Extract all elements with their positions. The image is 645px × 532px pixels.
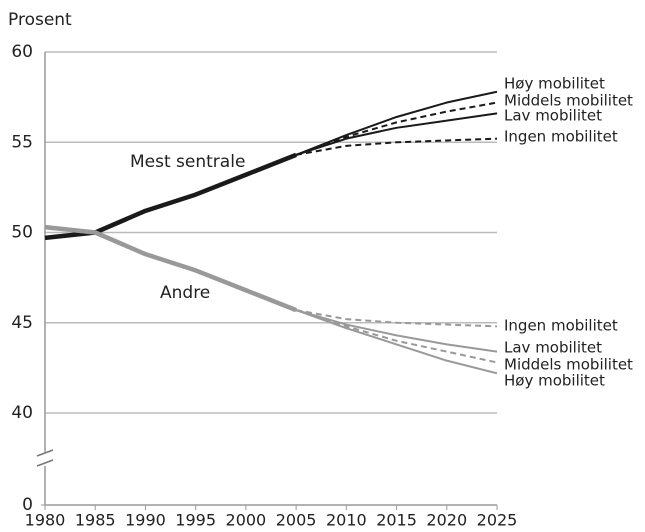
series-line: [295, 137, 498, 156]
x-tick-label: 1990: [125, 511, 166, 530]
series-line: [295, 90, 498, 156]
line-label: Middels mobilitet: [504, 92, 633, 110]
annotation: Andre: [160, 283, 210, 303]
x-tick-label: 1985: [75, 511, 116, 530]
line-label: Ingen mobilitet: [504, 317, 618, 335]
series-line: [44, 224, 297, 313]
series-line: [295, 309, 498, 328]
y-tick-label: 55: [11, 132, 33, 152]
x-tick-label: 2000: [226, 511, 267, 530]
axis-break: [36, 449, 54, 457]
series-line: [295, 112, 498, 156]
y-tick-label: 50: [11, 223, 33, 243]
x-tick-label: 1980: [25, 511, 66, 530]
series-line: [295, 309, 498, 353]
series-line: [295, 309, 498, 375]
x-tick-label: 2020: [426, 511, 467, 530]
series-line: [295, 309, 498, 364]
line-label: Middels mobilitet: [504, 356, 633, 374]
line-label: Høy mobilitet: [504, 372, 605, 390]
y-tick-label: 45: [11, 313, 33, 333]
line-label: Lav mobilitet: [504, 107, 602, 125]
line-label: Høy mobilitet: [504, 75, 605, 93]
x-tick-label: 1995: [175, 511, 216, 530]
y-tick-label: 40: [11, 403, 33, 423]
y-axis-label: Prosent: [8, 10, 72, 30]
y-tick-label: 0: [22, 495, 33, 515]
annotation: Mest sentrale: [130, 152, 245, 172]
line-label: Lav mobilitet: [504, 339, 602, 357]
axis-break: [36, 459, 54, 467]
series-line: [295, 101, 498, 156]
y-tick-label: 60: [11, 42, 33, 62]
x-tick-label: 2010: [326, 511, 367, 530]
x-tick-label: 2005: [276, 511, 317, 530]
x-tick-label: 2015: [376, 511, 417, 530]
line-label: Ingen mobilitet: [504, 128, 618, 146]
x-tick-label: 2025: [477, 511, 518, 530]
